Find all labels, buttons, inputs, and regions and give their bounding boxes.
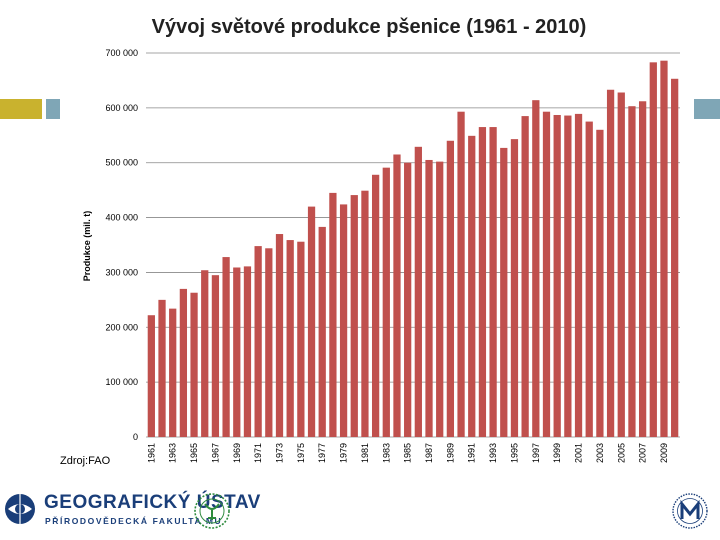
y-tick-label: 0 bbox=[133, 432, 138, 442]
bar-1964 bbox=[179, 288, 188, 437]
bar-1961 bbox=[147, 315, 155, 437]
bar-2006 bbox=[628, 106, 636, 438]
bar-1982 bbox=[371, 174, 380, 437]
bar-2009 bbox=[660, 60, 668, 438]
x-tick-label: 2009 bbox=[659, 443, 669, 463]
x-tick-label: 1969 bbox=[232, 443, 242, 463]
bar-1980 bbox=[350, 195, 358, 437]
bar-2000 bbox=[564, 115, 572, 437]
source-label: Zdroj:FAO bbox=[60, 455, 111, 467]
x-tick-labels: 1961 1963 1965 1967 1969 1971 1973 1975 1977 1979… bbox=[146, 443, 669, 463]
bar-1989 bbox=[446, 140, 455, 437]
globe-icon bbox=[5, 494, 35, 524]
bar-2001 bbox=[574, 113, 583, 437]
x-tick-label: 1983 bbox=[381, 443, 391, 463]
y-axis-label: Produkce (mil. t) bbox=[82, 211, 92, 282]
bar-1984 bbox=[393, 154, 401, 438]
x-tick-label: 1999 bbox=[552, 443, 562, 463]
bar-1966 bbox=[201, 270, 209, 437]
x-tick-label: 1995 bbox=[509, 443, 519, 463]
bar-1988 bbox=[436, 161, 444, 437]
decor-bar-blue-left bbox=[46, 99, 60, 119]
bar-2007 bbox=[638, 101, 647, 438]
x-tick-label: 1979 bbox=[339, 443, 349, 463]
x-tick-label: 1987 bbox=[424, 443, 434, 463]
bar-2005 bbox=[617, 92, 625, 437]
bar-1978 bbox=[329, 192, 337, 437]
bar-2008 bbox=[649, 62, 657, 437]
bar-1963 bbox=[169, 308, 177, 437]
x-tick-label: 1961 bbox=[146, 443, 156, 463]
bar-1976 bbox=[307, 206, 316, 437]
bar-1973 bbox=[275, 234, 284, 437]
bar-1993 bbox=[489, 127, 497, 437]
bar-1962 bbox=[158, 299, 166, 437]
bar-1994 bbox=[500, 147, 508, 437]
x-tick-label: 1985 bbox=[403, 443, 413, 463]
x-tick-label: 2007 bbox=[638, 443, 648, 463]
geography-institute-logo: GEOGRAFICKÝ ÚSTAV PŘÍRODOVĚDECKÁ FAKULTA… bbox=[4, 490, 260, 530]
bar-1975 bbox=[297, 241, 305, 437]
bar-1970 bbox=[243, 266, 252, 437]
bar-1977 bbox=[318, 226, 326, 437]
bar-1992 bbox=[478, 127, 487, 437]
geo-logo-name: GEOGRAFICKÝ ÚSTAV bbox=[44, 492, 261, 513]
x-tick-label: 1963 bbox=[168, 443, 178, 463]
y-tick-label: 300 000 bbox=[105, 267, 138, 277]
chart-title: Vývoj světové produkce pšenice (1961 - 2… bbox=[152, 16, 587, 38]
bar-1969 bbox=[233, 267, 241, 437]
y-tick-label: 100 000 bbox=[105, 377, 138, 387]
y-tick-label: 600 000 bbox=[105, 103, 138, 113]
bar-1981 bbox=[361, 190, 369, 437]
bar-1967 bbox=[211, 275, 220, 437]
y-tick-label: 700 000 bbox=[105, 48, 138, 58]
bar-1986 bbox=[414, 146, 422, 437]
x-tick-label: 1967 bbox=[210, 443, 220, 463]
bar-1972 bbox=[265, 248, 273, 437]
bars bbox=[147, 60, 679, 438]
x-tick-label: 2005 bbox=[616, 443, 626, 463]
bar-2004 bbox=[606, 89, 615, 437]
bar-1997 bbox=[532, 100, 540, 438]
bar-1968 bbox=[222, 257, 230, 437]
decor-bar-gold bbox=[0, 99, 42, 119]
x-tick-label: 2001 bbox=[574, 443, 584, 463]
bar-1996 bbox=[521, 116, 529, 437]
x-tick-label: 1989 bbox=[445, 443, 455, 463]
x-tick-label: 1991 bbox=[467, 443, 477, 463]
y-tick-label: 500 000 bbox=[105, 158, 138, 168]
decor-bar-blue-right bbox=[694, 99, 720, 119]
bar-1974 bbox=[286, 240, 294, 437]
y-tick-labels: 0 100 000 200 000 300 000 400 000 500 000 600 … bbox=[105, 48, 138, 442]
geo-logo-subtitle: PŘÍRODOVĚDECKÁ FAKULTA MU bbox=[45, 516, 223, 526]
bar-1991 bbox=[468, 135, 476, 437]
bar-1985 bbox=[404, 162, 412, 437]
bar-1995 bbox=[510, 139, 519, 437]
bar-2002 bbox=[585, 121, 593, 437]
x-tick-label: 1965 bbox=[189, 443, 199, 463]
bar-1998 bbox=[542, 111, 551, 437]
x-tick-label: 1977 bbox=[317, 443, 327, 463]
bar-1987 bbox=[425, 159, 433, 437]
x-tick-label: 1997 bbox=[531, 443, 541, 463]
x-tick-label: 2003 bbox=[595, 443, 605, 463]
x-tick-label: 1981 bbox=[360, 443, 370, 463]
bar-1965 bbox=[190, 292, 198, 437]
y-tick-label: 200 000 bbox=[105, 322, 138, 332]
bar-1971 bbox=[254, 246, 262, 437]
x-tick-label: 1973 bbox=[275, 443, 285, 463]
faculty-seal-icon bbox=[194, 493, 230, 529]
bar-1990 bbox=[457, 111, 465, 437]
x-tick-label: 1975 bbox=[296, 443, 306, 463]
bar-1979 bbox=[339, 204, 348, 437]
bar-1983 bbox=[382, 167, 390, 437]
bar-1999 bbox=[553, 114, 561, 438]
university-seal-icon bbox=[672, 493, 708, 529]
bar-2010 bbox=[671, 78, 679, 437]
bar-2003 bbox=[596, 129, 604, 438]
x-tick-label: 1971 bbox=[253, 443, 263, 463]
y-tick-label: 400 000 bbox=[105, 213, 138, 223]
x-tick-label: 1993 bbox=[488, 443, 498, 463]
